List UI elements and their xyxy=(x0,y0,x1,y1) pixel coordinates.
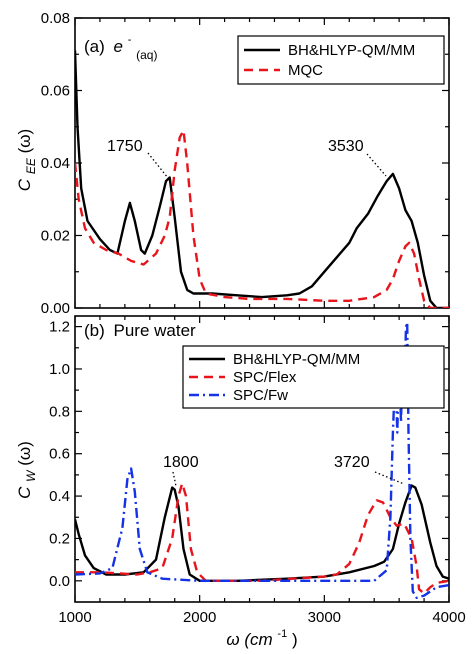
y-tick-label: 0.08 xyxy=(41,10,70,27)
y-tick-label: 0.02 xyxy=(41,228,70,245)
y-tick-label: 0.4 xyxy=(49,488,70,505)
y-tick-label: 1.0 xyxy=(49,361,70,378)
y-tick-label: 0.04 xyxy=(41,155,70,172)
series-line-spc-flex xyxy=(75,482,449,595)
series-line-mqc xyxy=(75,129,449,308)
legend-entry-label: BH&HLYP-QM/MM xyxy=(288,42,415,59)
peak-annotation-leader xyxy=(374,471,405,485)
peak-annotation-leader xyxy=(366,153,387,177)
x-tick-label: 3000 xyxy=(308,609,341,626)
x-axis-label: ω (cm -1 ) xyxy=(226,622,297,649)
legend-box xyxy=(182,345,445,409)
panel-a-title: (a) e - (aq) xyxy=(84,28,157,62)
legend-entry-label: SPC/Flex xyxy=(233,369,297,386)
peak-annotation-label: 3530 xyxy=(328,138,364,155)
series-line-spc-fw xyxy=(75,321,449,599)
y-tick-label: 0.8 xyxy=(49,403,70,420)
legend-entry-label: BH&HLYP-QM/MM xyxy=(233,351,360,368)
panel-a-ylabel: C EE (ω) xyxy=(15,129,39,191)
panel-a-chart: 0.00 0.02 0.04 0.06 0.08 1750 3530 BH&HLYP-QM/M… xyxy=(41,10,450,317)
series-line-bh-hlyp-qm-mm xyxy=(75,484,449,582)
legend-box xyxy=(237,35,445,85)
x-tick-label: 4000 xyxy=(432,609,465,626)
legend-entry-label: SPC/Fw xyxy=(233,387,288,404)
series-line-bh-hlyp-qm-mm xyxy=(75,50,449,308)
peak-annotation-label: 3720 xyxy=(334,454,370,471)
y-tick-label: 1.2 xyxy=(49,319,70,336)
x-tick-label: 2000 xyxy=(183,609,216,626)
legend-entry-label: MQC xyxy=(288,62,323,79)
y-tick-label: 0.06 xyxy=(41,83,70,100)
y-tick-label: 0.2 xyxy=(49,530,70,547)
y-tick-label: 0.0 xyxy=(49,573,70,590)
peak-annotation-leader xyxy=(147,152,169,179)
peak-annotation-label: 1750 xyxy=(107,138,143,155)
panel-b-ylabel: C W (ω) xyxy=(15,441,39,499)
peak-annotation-leader xyxy=(172,471,177,487)
panel-b-title: (b) Pure water xyxy=(84,321,196,340)
y-tick-label: 0.00 xyxy=(41,300,70,317)
peak-annotation-label: 1800 xyxy=(163,454,199,471)
y-tick-label: 0.6 xyxy=(49,446,70,463)
plot-frame xyxy=(74,315,450,603)
panel-b-chart: 1000 2000 3000 4000 0.0 0.2 0.4 0.6 0.8 1.0 1.2 180… xyxy=(49,315,466,626)
x-tick-label: 1000 xyxy=(58,609,91,626)
